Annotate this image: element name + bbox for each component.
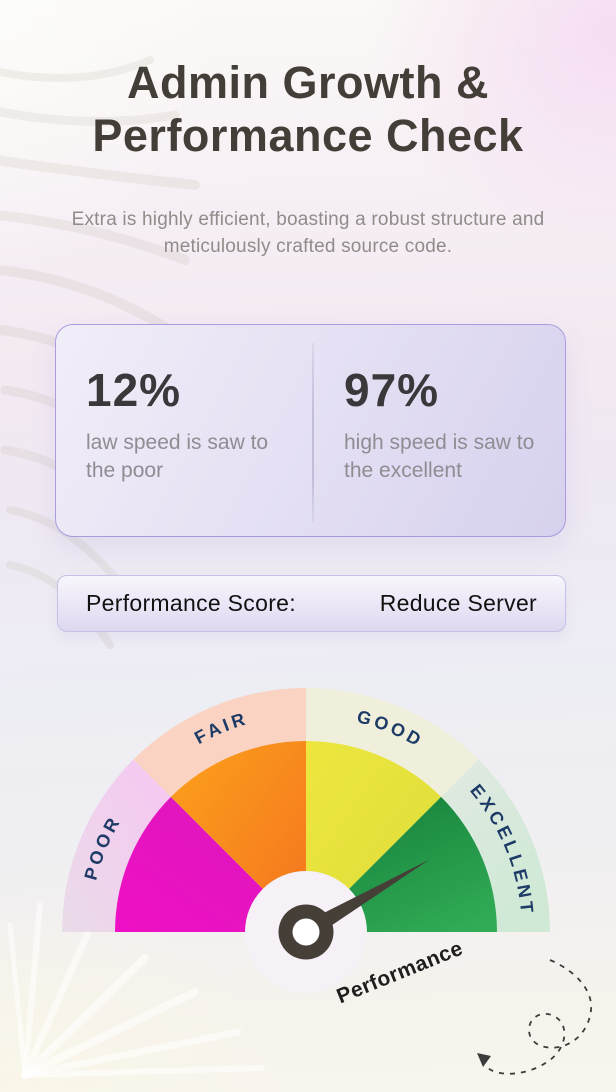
stat-high-speed: 97% high speed is saw to the excellent <box>344 363 550 485</box>
page-subtitle: Extra is highly efficient, boasting a ro… <box>0 206 616 260</box>
performance-score-bar: Performance Score: Reduce Server <box>57 575 566 632</box>
ring-segment-excellent <box>441 759 550 932</box>
palm-leaf-strokes <box>7 902 265 1079</box>
page-title: Admin Growth & Performance Check <box>0 56 616 162</box>
performance-score-value: Reduce Server <box>379 590 537 616</box>
gauge-outer-ring <box>62 688 550 932</box>
page-subtitle-line-2: meticulously crafted source code. <box>163 236 453 257</box>
ring-segment-fair <box>133 688 306 797</box>
page-title-line-2: Performance Check <box>92 110 524 161</box>
page-title-line-1: Admin Growth & <box>127 57 489 108</box>
stat-value: 12% <box>86 364 182 416</box>
stat-description: high speed is saw to the excellent <box>344 431 535 482</box>
arrowhead-icon <box>477 1053 491 1067</box>
page-subtitle-line-1: Extra is highly efficient, boasting a ro… <box>71 209 545 230</box>
stat-description: law speed is saw to the poor <box>86 431 269 482</box>
gauge-hub-center <box>292 918 320 946</box>
stats-card-divider <box>312 343 314 522</box>
ring-segment-poor <box>62 759 171 932</box>
stat-low-speed: 12% law speed is saw to the poor <box>86 363 292 485</box>
performance-gauge: POOR FAIR GOOD EXCELLENT <box>62 688 550 993</box>
stat-value: 97% <box>344 364 440 416</box>
ring-segment-good <box>306 688 479 797</box>
swirl-path <box>480 959 592 1075</box>
stats-card: 12% law speed is saw to the poor 97% hig… <box>55 324 566 537</box>
swirl-arrow-doodle <box>477 959 592 1075</box>
performance-score-label: Performance Score: <box>86 590 296 616</box>
palm-leaf-decoration-bottom-left <box>7 902 265 1079</box>
